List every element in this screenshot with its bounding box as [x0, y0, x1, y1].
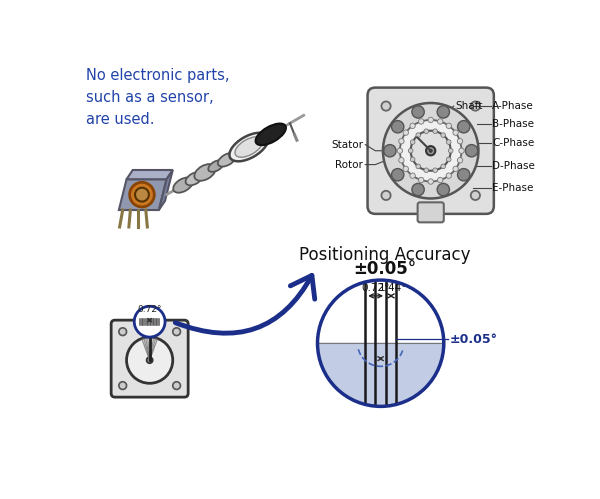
Circle shape — [409, 148, 413, 153]
Text: E-Phase: E-Phase — [493, 183, 533, 193]
Text: B-Phase: B-Phase — [493, 119, 534, 129]
Ellipse shape — [229, 133, 268, 161]
Text: 1.44°: 1.44° — [379, 283, 407, 293]
Polygon shape — [317, 343, 444, 406]
Circle shape — [412, 106, 424, 118]
Circle shape — [173, 382, 181, 389]
Polygon shape — [127, 170, 173, 179]
Circle shape — [146, 357, 153, 363]
Ellipse shape — [235, 137, 263, 157]
Circle shape — [446, 140, 451, 144]
Circle shape — [453, 130, 458, 135]
Text: ±0.05°: ±0.05° — [353, 260, 416, 278]
Circle shape — [424, 168, 428, 173]
FancyBboxPatch shape — [111, 320, 188, 397]
Circle shape — [383, 103, 478, 199]
Text: Shaft: Shaft — [455, 101, 483, 111]
Circle shape — [412, 184, 424, 196]
Circle shape — [446, 173, 451, 178]
Text: Rotor: Rotor — [335, 160, 363, 170]
Circle shape — [441, 133, 445, 137]
Circle shape — [382, 191, 391, 200]
Circle shape — [459, 148, 464, 153]
Text: 0.72°: 0.72° — [361, 283, 390, 293]
Circle shape — [173, 328, 181, 335]
Circle shape — [428, 179, 433, 184]
Circle shape — [466, 145, 478, 157]
Circle shape — [399, 139, 404, 144]
Ellipse shape — [218, 153, 236, 167]
Ellipse shape — [256, 124, 286, 145]
Circle shape — [130, 182, 154, 207]
Text: C-Phase: C-Phase — [493, 138, 535, 148]
Circle shape — [433, 168, 437, 173]
Circle shape — [384, 145, 396, 157]
FancyArrowPatch shape — [175, 275, 315, 333]
Circle shape — [448, 148, 453, 153]
Circle shape — [446, 157, 451, 162]
Circle shape — [119, 328, 127, 335]
Circle shape — [416, 133, 421, 137]
Text: ±0.05°: ±0.05° — [450, 333, 498, 346]
Ellipse shape — [185, 172, 202, 185]
Circle shape — [457, 139, 463, 144]
Circle shape — [437, 177, 443, 183]
FancyBboxPatch shape — [418, 202, 444, 223]
Circle shape — [433, 129, 437, 134]
Text: Positioning Accuracy: Positioning Accuracy — [299, 246, 470, 264]
Ellipse shape — [208, 160, 224, 172]
Text: 0.72°: 0.72° — [137, 305, 162, 314]
Circle shape — [441, 164, 445, 169]
Circle shape — [437, 106, 449, 118]
Circle shape — [135, 188, 149, 202]
Circle shape — [397, 148, 403, 153]
Polygon shape — [119, 179, 167, 210]
Circle shape — [403, 130, 409, 135]
Ellipse shape — [173, 178, 193, 193]
Circle shape — [428, 117, 433, 123]
Text: Stator: Stator — [331, 140, 363, 150]
Circle shape — [437, 184, 449, 196]
Circle shape — [458, 169, 470, 181]
Circle shape — [437, 119, 443, 124]
Circle shape — [410, 123, 415, 129]
Text: No electronic parts,
such as a sensor,
are used.: No electronic parts, such as a sensor, a… — [86, 67, 229, 127]
Circle shape — [471, 101, 480, 111]
FancyBboxPatch shape — [368, 88, 494, 214]
Circle shape — [119, 382, 127, 389]
Circle shape — [410, 140, 415, 144]
Circle shape — [134, 306, 165, 337]
Circle shape — [418, 177, 424, 183]
Circle shape — [457, 158, 463, 163]
Circle shape — [410, 131, 451, 171]
Circle shape — [416, 164, 421, 169]
Polygon shape — [159, 170, 173, 210]
Circle shape — [127, 337, 173, 383]
Circle shape — [418, 119, 424, 124]
Text: D-Phase: D-Phase — [493, 161, 535, 171]
Circle shape — [471, 191, 480, 200]
Circle shape — [410, 173, 415, 178]
Circle shape — [382, 101, 391, 111]
Circle shape — [426, 146, 436, 155]
Circle shape — [458, 121, 470, 133]
Circle shape — [392, 169, 404, 181]
Circle shape — [400, 120, 461, 182]
Circle shape — [403, 166, 409, 172]
Circle shape — [446, 123, 451, 129]
Circle shape — [392, 121, 404, 133]
Circle shape — [410, 157, 415, 162]
Circle shape — [424, 129, 428, 134]
Ellipse shape — [194, 164, 215, 181]
Text: A-Phase: A-Phase — [493, 101, 534, 111]
Circle shape — [399, 158, 404, 163]
Circle shape — [453, 166, 458, 172]
Circle shape — [429, 149, 432, 152]
